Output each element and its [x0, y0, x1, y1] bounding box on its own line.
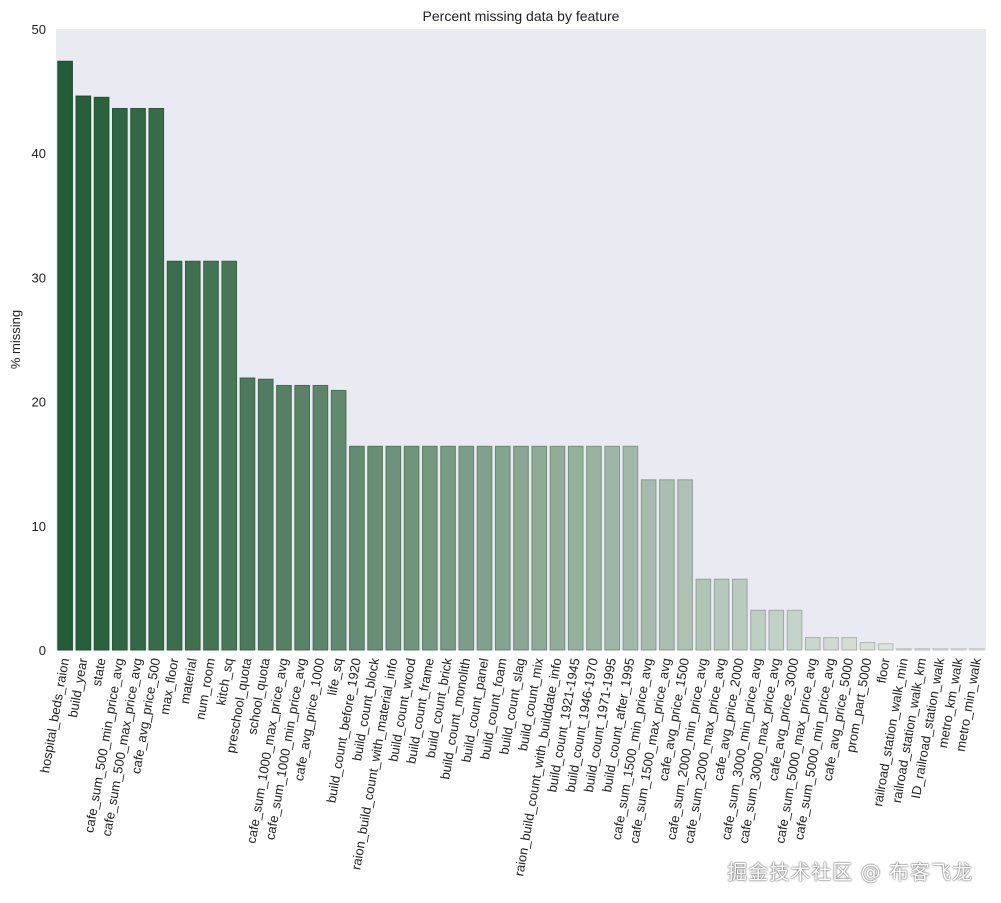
bar	[659, 479, 675, 651]
bar	[294, 384, 310, 651]
bar	[184, 260, 201, 651]
bar	[969, 648, 985, 651]
bar	[312, 384, 329, 651]
bar	[330, 389, 347, 651]
bar	[239, 377, 256, 651]
y-tick-label: 50	[32, 22, 46, 37]
bar	[877, 643, 894, 651]
bar	[622, 445, 639, 651]
bars	[57, 60, 985, 651]
bar	[148, 107, 165, 651]
bar	[786, 609, 803, 651]
bar	[494, 445, 511, 651]
bar	[422, 445, 438, 651]
bar	[750, 609, 766, 651]
bar	[695, 578, 712, 651]
bar	[896, 648, 912, 651]
bar	[604, 445, 620, 651]
bar	[859, 642, 876, 651]
bar	[276, 384, 292, 651]
x-tick-label: life_sq	[324, 657, 345, 697]
bar	[57, 60, 73, 651]
bar	[440, 445, 456, 651]
bar	[640, 479, 657, 651]
bar	[841, 637, 858, 651]
bar	[677, 479, 693, 651]
bar	[203, 260, 219, 651]
bar	[458, 445, 475, 651]
bar	[531, 445, 548, 651]
bar	[93, 96, 110, 651]
y-tick-label: 0	[39, 643, 46, 658]
bar	[385, 445, 402, 651]
bar	[768, 609, 785, 651]
bar	[257, 378, 274, 651]
y-tick-label: 20	[32, 395, 46, 410]
y-tick-label: 40	[32, 146, 46, 161]
bar	[75, 95, 92, 651]
bar	[513, 445, 529, 651]
bar	[221, 260, 238, 651]
bar	[403, 445, 420, 651]
bar	[950, 648, 967, 651]
bar	[476, 445, 493, 651]
bar	[823, 637, 839, 651]
y-axis-label: % missing	[8, 310, 23, 369]
watermark: 掘金技术社区 @ 布客飞龙	[727, 860, 973, 884]
bar	[349, 445, 365, 651]
bar	[130, 107, 146, 651]
x-axis-ticks: hospital_beds_raionbuild_yearstatecafe_s…	[37, 656, 984, 877]
bar	[549, 445, 566, 651]
bar	[112, 107, 128, 651]
y-axis-ticks: 0 10 20 30 40 50	[32, 22, 46, 658]
y-tick-label: 30	[32, 270, 46, 285]
bar	[567, 445, 584, 651]
bar	[804, 637, 821, 651]
bar	[914, 648, 930, 651]
x-tick-label: floor	[873, 656, 892, 684]
chart-title: Percent missing data by feature	[423, 8, 620, 24]
bar	[713, 578, 730, 651]
y-tick-label: 10	[32, 519, 46, 534]
bar	[932, 648, 949, 651]
bar	[586, 445, 602, 651]
bar	[367, 445, 383, 651]
bar	[166, 260, 183, 651]
bar	[732, 578, 748, 651]
x-tick-label: state	[89, 657, 109, 687]
